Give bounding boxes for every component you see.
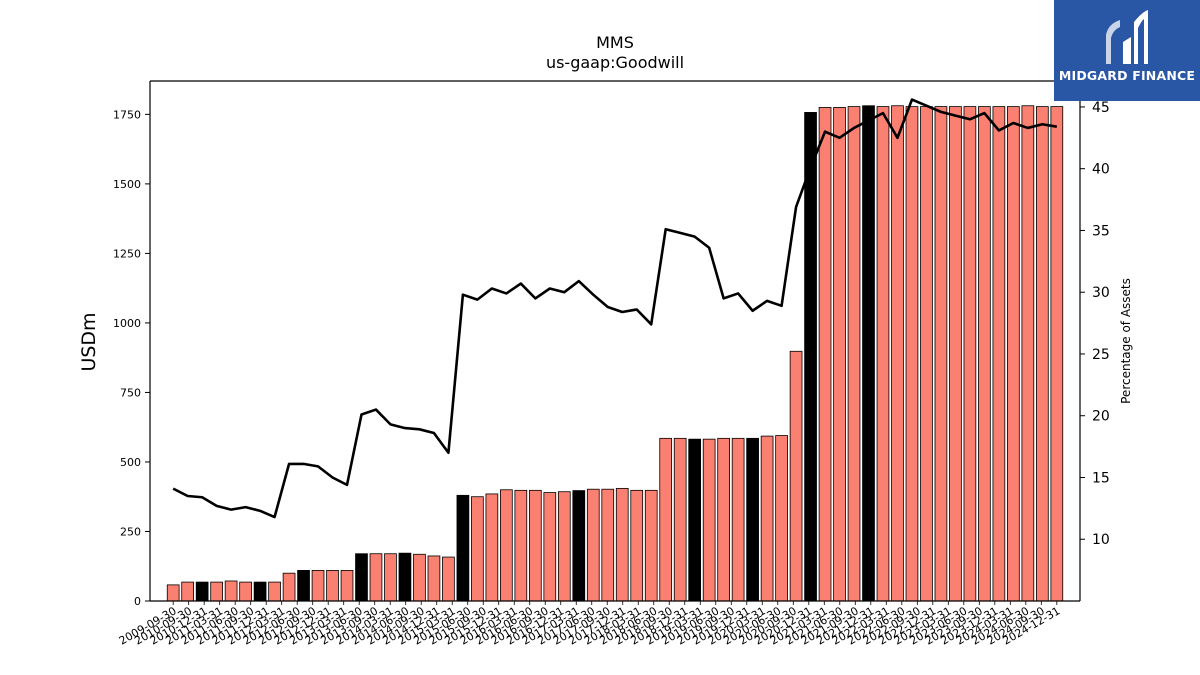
bar-2017-12-31 (644, 489, 658, 602)
bar-2020-12-31 (818, 107, 832, 602)
bar-2019-12-31 (760, 435, 774, 602)
bar-2022-12-31 (934, 106, 948, 602)
bar-2018-12-31 (702, 438, 716, 602)
bar-2009-12-31 (181, 581, 195, 602)
bar-series (166, 105, 1064, 602)
y2-tick-label: 45 (1092, 100, 1110, 116)
bar-2023-09-30 (978, 106, 991, 602)
y-tick-label: 1500 (113, 178, 141, 191)
bar-2011-09-30 (282, 572, 296, 602)
bar-2022-09-30 (920, 106, 933, 602)
y2-tick-label: 25 (1092, 347, 1110, 363)
bar-2023-03-31 (949, 106, 962, 602)
bar-2014-03-31 (427, 555, 441, 602)
y2-tick-label: 10 (1092, 532, 1110, 548)
y-tick-label: 1250 (113, 247, 141, 260)
bar-2014-09-30 (456, 494, 470, 602)
bar-2018-09-30 (688, 438, 702, 602)
bar-2010-06-30 (210, 581, 223, 602)
percentage-of-assets-line (172, 98, 1058, 519)
bar-2010-12-31 (239, 581, 252, 602)
y-tick-label: 0 (134, 595, 141, 608)
bar-2012-12-31 (355, 553, 368, 602)
bar-2017-09-30 (630, 489, 644, 602)
bar-2009-09-30 (166, 584, 180, 602)
bar-2015-09-30 (514, 489, 528, 602)
y-tick-label: 750 (120, 386, 141, 399)
bar-2010-09-30 (224, 580, 238, 602)
bar-2021-12-31 (876, 106, 890, 602)
bar-2017-03-31 (601, 488, 615, 602)
bar-2024-09-30 (1036, 106, 1049, 602)
bar-2018-03-31 (659, 437, 673, 602)
bar-2017-06-30 (615, 487, 629, 602)
bar-2012-09-30 (340, 570, 354, 602)
bar-2013-03-31 (369, 553, 383, 602)
midgard-finance-logo: MIDGARD FINANCE (1054, 0, 1200, 101)
bar-2010-03-31 (195, 581, 209, 602)
bar-2016-03-31 (543, 492, 557, 602)
bar-2016-06-30 (557, 491, 571, 602)
bar-2022-06-30 (905, 106, 919, 602)
bar-2018-06-30 (673, 437, 687, 602)
chart-title: MMS (596, 33, 634, 52)
logo-text: MIDGARD FINANCE (1058, 68, 1196, 83)
logo-mark-icon (1106, 10, 1148, 64)
bar-2011-06-30 (268, 581, 281, 602)
bar-2015-03-31 (485, 493, 499, 602)
y-tick-label: 1000 (113, 317, 141, 330)
bar-2015-06-30 (500, 489, 513, 602)
y-tick-label: 1750 (113, 108, 141, 121)
bar-2013-09-30 (398, 552, 412, 602)
y2-tick-label: 40 (1092, 162, 1110, 178)
bar-2016-09-30 (572, 490, 586, 602)
bar-2012-06-30 (326, 570, 339, 602)
y2-tick-label: 35 (1092, 223, 1110, 239)
y2-tick-label: 20 (1092, 409, 1110, 425)
chart-subtitle: us-gaap:Goodwill (546, 53, 684, 72)
bar-2013-12-31 (413, 553, 426, 602)
axes (149, 80, 1081, 602)
bar-2015-12-31 (528, 489, 542, 602)
bar-2024-12-31 (1050, 106, 1064, 602)
bar-2021-03-31 (833, 107, 846, 602)
y2-tick-label: 30 (1092, 285, 1110, 301)
bar-2023-12-31 (992, 106, 1006, 602)
bar-2021-09-30 (862, 105, 875, 602)
bar-2016-12-31 (586, 488, 600, 602)
y-tick-label: 500 (120, 456, 141, 469)
bar-2014-06-30 (442, 556, 455, 602)
bar-2011-12-31 (297, 570, 310, 602)
y2-axis-label: Percentage of Assets (1119, 278, 1133, 404)
bar-2021-06-30 (847, 106, 861, 602)
bar-2011-03-31 (253, 581, 267, 602)
bar-2022-03-31 (891, 105, 904, 602)
y-tick-label: 250 (120, 525, 141, 538)
bar-2020-09-30 (804, 112, 817, 602)
bar-2012-03-31 (311, 570, 325, 602)
bar-2024-06-30 (1021, 105, 1035, 602)
bar-2019-03-31 (717, 437, 730, 602)
bar-2020-03-31 (775, 435, 788, 602)
bar-2019-09-30 (746, 437, 759, 602)
bar-2013-06-30 (384, 553, 397, 602)
tick-labels: 0 250 500 750 1000 1250 1500 1750 10 15 20 25 30 35 40… (113, 100, 1110, 648)
bar-2020-06-30 (789, 350, 803, 602)
line-series (172, 98, 1058, 519)
bar-2014-12-31 (471, 496, 484, 602)
bar-2024-03-31 (1007, 106, 1020, 602)
bar-2023-06-30 (963, 106, 977, 602)
bar-2019-06-30 (731, 437, 745, 602)
y2-tick-label: 15 (1092, 470, 1110, 486)
y-axis-label: USDm (78, 312, 100, 371)
